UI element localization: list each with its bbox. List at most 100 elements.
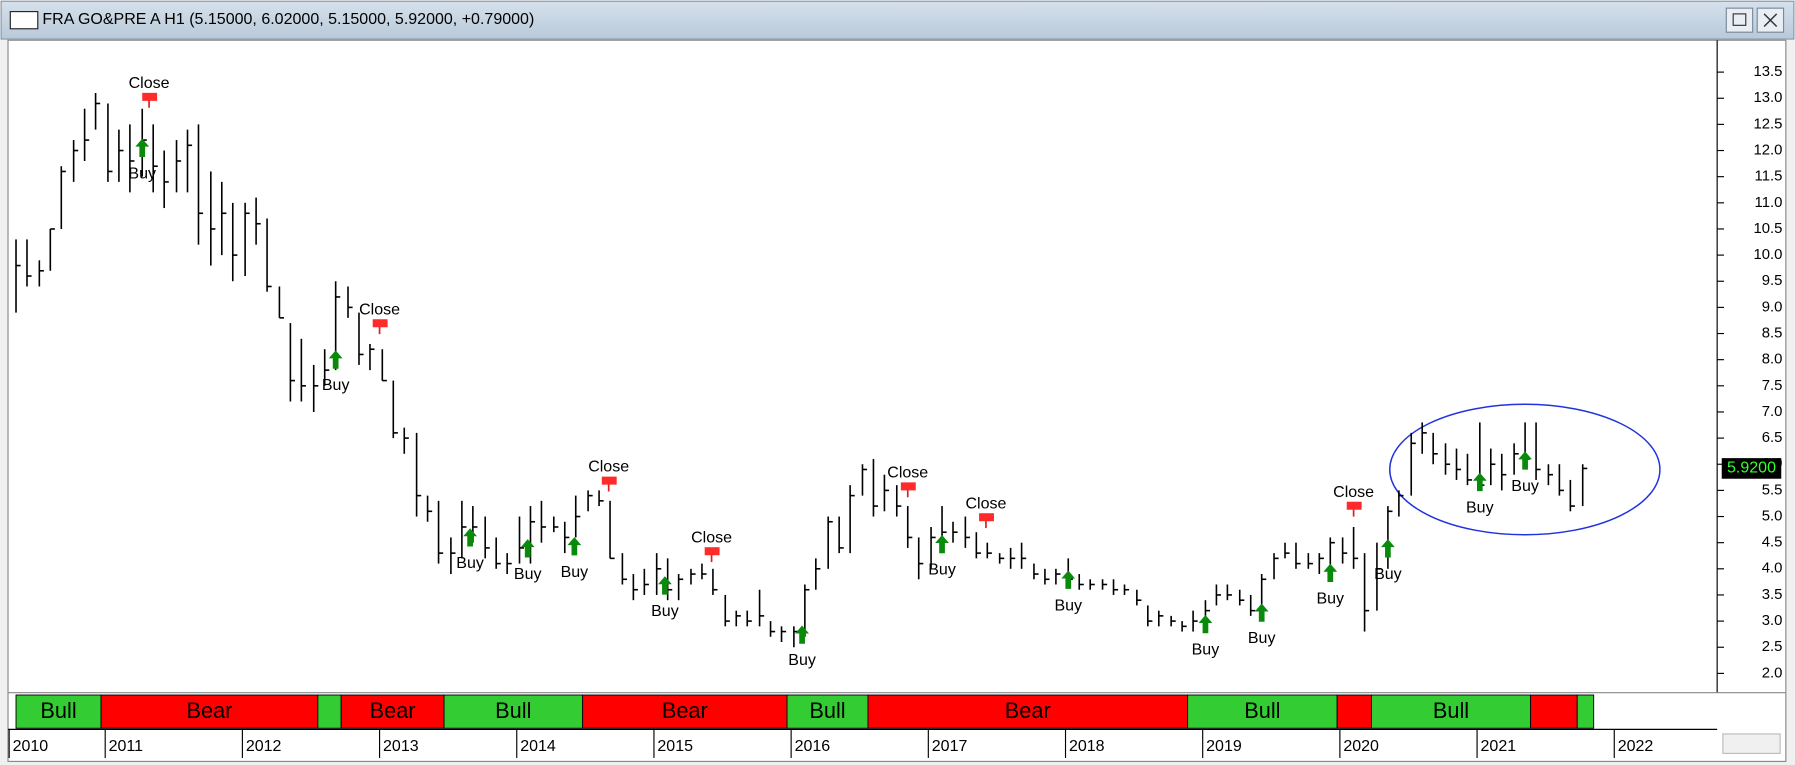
- regime-band: [867, 694, 1189, 729]
- window-icon: [9, 11, 39, 30]
- y-tick-label: 10.0: [1753, 247, 1782, 263]
- regime-band: [582, 694, 788, 729]
- buy-arrow: [1198, 614, 1213, 634]
- close-flag: [372, 319, 388, 328]
- buy-label: Buy: [928, 561, 956, 579]
- regime-label: Bull: [1433, 698, 1469, 723]
- close-label: Close: [691, 528, 732, 546]
- close-label: Close: [965, 494, 1006, 512]
- x-tick-label: 2018: [1069, 737, 1105, 755]
- regime-label: Bear: [186, 698, 232, 723]
- regime-band: [443, 694, 584, 729]
- buy-arrow: [520, 539, 535, 558]
- regime-label: Bear: [1005, 698, 1051, 723]
- regime-band: [15, 694, 102, 729]
- regime-label: Bull: [809, 698, 845, 723]
- close-flag: [900, 482, 916, 491]
- close-flag: [142, 92, 158, 101]
- y-tick-label: 11.5: [1755, 169, 1783, 185]
- buy-label: Buy: [1374, 565, 1402, 583]
- maximize-button[interactable]: [1725, 7, 1754, 33]
- x-tick-label: 2022: [1618, 737, 1654, 755]
- close-label: Close: [129, 74, 170, 92]
- buy-label: Buy: [1192, 641, 1220, 659]
- x-tick-label: 2021: [1481, 737, 1517, 755]
- buy-arrow: [328, 350, 343, 369]
- buy-arrow: [935, 534, 949, 554]
- buy-arrow: [1323, 563, 1338, 583]
- y-tick-label: 9.5: [1762, 273, 1783, 289]
- x-tick-label: 2016: [795, 737, 831, 755]
- close-flag: [1346, 501, 1362, 510]
- last-price-box: [1721, 458, 1782, 479]
- regime-band: [1187, 694, 1338, 729]
- x-tick-label: 2012: [246, 737, 282, 755]
- buy-label: Buy: [1316, 589, 1344, 607]
- title-bar: [0, 0, 1795, 40]
- buy-label: Buy: [128, 164, 156, 182]
- y-tick-label: 5.0: [1762, 508, 1783, 524]
- buy-arrow: [658, 576, 672, 595]
- y-tick-label: 11.0: [1755, 195, 1783, 211]
- y-tick-label: 4.5: [1762, 535, 1783, 551]
- close-icon: [1763, 13, 1778, 28]
- y-tick-label: 12.5: [1753, 116, 1782, 132]
- close-label: Close: [1333, 483, 1374, 501]
- y-tick-label: 13.0: [1753, 90, 1782, 106]
- x-tick-label: 2014: [520, 737, 556, 755]
- y-tick-label: 7.5: [1762, 378, 1783, 394]
- buy-arrow: [567, 537, 582, 556]
- buy-arrow: [1254, 603, 1269, 622]
- regime-band: [340, 694, 445, 729]
- regime-band: [317, 694, 342, 729]
- buy-label: Buy: [1248, 629, 1276, 647]
- y-tick-label: 12.0: [1753, 142, 1782, 158]
- x-tick-label: 2020: [1343, 737, 1379, 755]
- plot-layer: 2.02.53.03.54.04.55.05.56.06.57.07.58.08…: [8, 64, 1783, 758]
- regime-band: [1576, 694, 1595, 729]
- close-label: Close: [887, 463, 928, 481]
- x-tick-label: 2019: [1206, 737, 1242, 755]
- x-tick-label: 2015: [657, 737, 693, 755]
- x-tick-label: 2013: [383, 737, 419, 755]
- y-tick-label: 8.5: [1762, 325, 1783, 341]
- y-tick-label: 10.5: [1753, 221, 1782, 237]
- regime-band: [786, 694, 869, 729]
- close-flag: [601, 476, 617, 485]
- buy-arrow: [1472, 472, 1487, 492]
- y-tick-label: 7.0: [1762, 404, 1783, 420]
- y-tick-label: 5.5: [1762, 482, 1783, 498]
- y-tick-label: 2.5: [1762, 639, 1783, 655]
- regime-label: Bull: [40, 698, 76, 723]
- y-tick-label: 3.0: [1762, 613, 1783, 629]
- x-tick-label: 2017: [932, 737, 968, 755]
- y-tick-label: 3.5: [1762, 587, 1783, 603]
- close-flag: [704, 547, 720, 556]
- y-tick-label: 4.0: [1762, 561, 1783, 577]
- buy-arrow: [1381, 539, 1395, 558]
- buy-arrow: [463, 528, 477, 547]
- y-tick-label: 9.0: [1762, 299, 1783, 315]
- regime-band: [1336, 694, 1372, 729]
- window-title: FRA GO&PRE A H1 (5.15000, 6.02000, 5.150…: [42, 10, 534, 28]
- last-price-label: 5.9200: [1727, 459, 1776, 477]
- y-tick-label: 13.5: [1753, 64, 1782, 80]
- maximize-icon: [1732, 13, 1747, 26]
- buy-label: Buy: [561, 563, 589, 581]
- regime-label: Bear: [370, 698, 416, 723]
- scroll-box: [1722, 733, 1781, 754]
- buy-label: Buy: [1511, 477, 1539, 495]
- y-tick-label: 6.5: [1762, 430, 1783, 446]
- buy-label: Buy: [322, 376, 350, 394]
- buy-arrow: [795, 625, 809, 644]
- x-tick-label: 2011: [109, 737, 144, 755]
- close-label: Close: [588, 458, 629, 476]
- regime-label: Bull: [1244, 698, 1280, 723]
- buy-label: Buy: [651, 602, 679, 620]
- close-label: Close: [359, 300, 400, 318]
- regime-label: Bull: [495, 698, 531, 723]
- chart-panel: [7, 39, 1787, 762]
- buy-arrow: [1061, 570, 1076, 589]
